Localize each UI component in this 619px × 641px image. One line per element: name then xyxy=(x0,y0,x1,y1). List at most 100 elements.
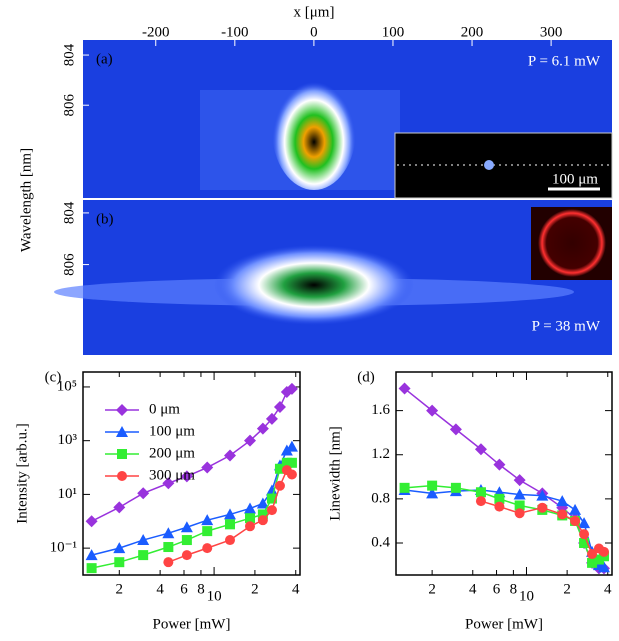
marker xyxy=(86,563,97,574)
x-tick-label: -100 xyxy=(221,24,249,40)
marker xyxy=(224,535,235,546)
x-tick-label: 2 xyxy=(251,581,259,597)
marker xyxy=(579,538,590,549)
x-tick-label: 10 xyxy=(519,588,534,604)
marker xyxy=(286,457,297,468)
y-tick-label: 1.6 xyxy=(371,402,390,418)
marker xyxy=(181,550,192,561)
marker xyxy=(162,527,175,539)
marker xyxy=(137,487,150,500)
x-tick-label: 4 xyxy=(604,581,612,597)
marker xyxy=(274,480,285,491)
x-tick-label: 200 xyxy=(461,24,484,40)
legend-label: 100 μm xyxy=(149,423,195,439)
marker xyxy=(569,503,582,515)
marker xyxy=(426,487,439,499)
x-tick-label: 2 xyxy=(428,581,436,597)
marker xyxy=(257,515,268,526)
marker xyxy=(201,461,214,474)
marker xyxy=(85,515,98,528)
y-tick-label: 1.2 xyxy=(371,446,390,462)
marker xyxy=(475,496,486,507)
marker xyxy=(513,474,526,487)
y-tick-label: 0.8 xyxy=(371,490,390,506)
y-tick-label: 10³ xyxy=(58,432,78,448)
plot-frame xyxy=(395,371,613,576)
x-tick-label: 0 xyxy=(310,24,318,40)
marker xyxy=(224,519,235,530)
ring xyxy=(538,209,606,277)
marker xyxy=(223,449,236,462)
marker xyxy=(493,458,506,471)
marker xyxy=(273,400,286,413)
marker xyxy=(514,508,525,519)
emission-blob xyxy=(214,245,414,325)
marker xyxy=(162,477,175,490)
marker xyxy=(266,505,277,516)
marker xyxy=(494,493,505,504)
marker xyxy=(266,493,277,504)
marker xyxy=(113,542,126,554)
annotation: P = 6.1 mW xyxy=(528,53,601,69)
marker xyxy=(116,404,128,416)
marker xyxy=(513,488,526,500)
y-tick-label: 10⁵ xyxy=(57,378,77,394)
marker xyxy=(449,423,462,436)
marker xyxy=(244,434,257,447)
marker xyxy=(474,443,487,456)
marker xyxy=(116,426,128,437)
x-axis-label: Power [mW] xyxy=(465,616,543,632)
legend-label: 300 μm xyxy=(149,467,195,483)
y-tick-label: 806 xyxy=(61,93,77,116)
marker xyxy=(117,471,127,481)
marker xyxy=(257,509,268,520)
marker xyxy=(265,412,278,425)
x-tick-label: 4 xyxy=(156,581,164,597)
x-tick-label: 4 xyxy=(292,581,300,597)
marker xyxy=(180,470,193,483)
marker xyxy=(201,514,214,526)
marker xyxy=(85,549,98,561)
panel-label: (d) xyxy=(357,369,375,385)
y-axis-label: Linewidth [nm] xyxy=(327,426,343,521)
panel-label: (a) xyxy=(96,51,113,67)
x-tick-label: 10 xyxy=(207,588,222,604)
x-tick-label: 100 xyxy=(382,24,405,40)
marker xyxy=(399,482,410,493)
marker xyxy=(163,557,174,568)
y-tick-label: 0.4 xyxy=(371,534,390,550)
x-tick-label: -200 xyxy=(142,24,170,40)
x-tick-label: 300 xyxy=(540,24,563,40)
marker xyxy=(223,508,236,520)
marker xyxy=(202,526,213,537)
y-tick-label: 804 xyxy=(61,43,77,66)
x-tick-label: 2 xyxy=(116,581,124,597)
marker xyxy=(587,549,598,560)
x-tick-label: 2 xyxy=(563,581,571,597)
x-tick-label: 4 xyxy=(469,581,477,597)
y-tick-label: 806 xyxy=(61,253,77,276)
x-tick-label: 6 xyxy=(180,581,188,597)
x-axis-label: x [μm] xyxy=(294,4,335,20)
legend-label: 200 μm xyxy=(149,445,195,461)
marker xyxy=(181,535,192,546)
marker xyxy=(265,484,278,496)
marker xyxy=(281,457,292,468)
marker xyxy=(597,561,610,573)
marker xyxy=(593,554,604,565)
marker xyxy=(570,515,581,526)
marker xyxy=(514,500,525,511)
legend-label: 0 μm xyxy=(149,401,180,417)
y-tick-label: 804 xyxy=(61,201,77,224)
inset-image xyxy=(394,132,613,199)
panel-label: (b) xyxy=(96,211,114,227)
emission-blob xyxy=(272,70,356,190)
panel-label: (c) xyxy=(45,369,62,385)
marker xyxy=(475,487,486,498)
marker xyxy=(256,422,269,435)
marker xyxy=(427,480,438,491)
series-line xyxy=(168,468,293,563)
scale-bar-label: 100 μm xyxy=(552,171,598,187)
marker xyxy=(537,502,548,513)
marker xyxy=(138,550,149,561)
